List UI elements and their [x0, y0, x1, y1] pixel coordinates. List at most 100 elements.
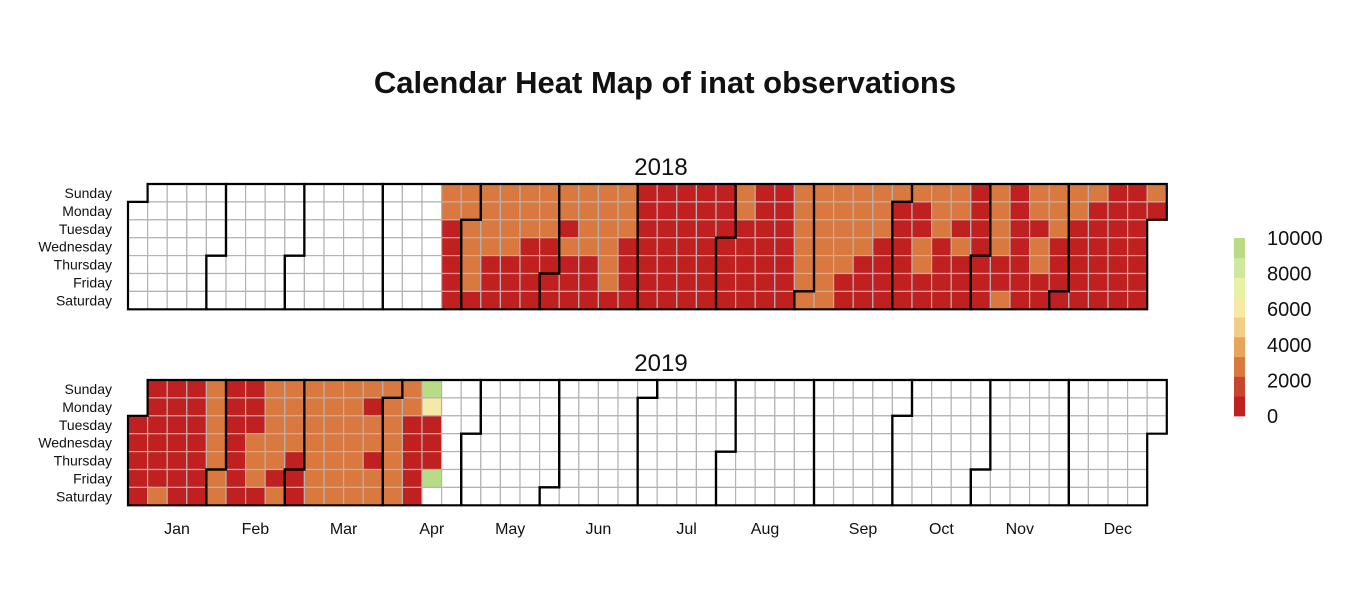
day-cell: [852, 397, 874, 417]
day-cell: [499, 255, 521, 275]
day-cell: [205, 255, 227, 275]
day-cell: [127, 237, 149, 257]
day-cell: [813, 415, 835, 435]
day-cell: [636, 451, 658, 471]
day-cell: [323, 183, 345, 203]
day-cell: [460, 433, 482, 453]
day-cell: [1009, 468, 1031, 488]
day-cell: [1126, 451, 1148, 471]
day-cell: [970, 415, 991, 435]
day-cell: [891, 397, 913, 417]
day-cell: [264, 397, 286, 417]
day-cell: [147, 451, 168, 471]
day-cell: [264, 379, 286, 399]
day-cell: [519, 379, 541, 399]
day-cell: [950, 433, 972, 453]
day-cell: [852, 183, 874, 203]
day-cell: [421, 201, 443, 221]
day-cell: [1126, 201, 1148, 221]
day-cell: [284, 433, 305, 453]
day-cell: [813, 219, 835, 239]
day-cell: [362, 486, 384, 506]
day-cell: [578, 468, 599, 488]
day-cell: [1009, 397, 1031, 417]
day-cell: [774, 290, 795, 310]
day-cell: [499, 272, 521, 292]
day-cell: [813, 272, 835, 292]
day-cell: [754, 219, 776, 239]
day-cell: [578, 255, 599, 275]
day-cell: [499, 415, 521, 435]
day-cell: [695, 201, 717, 221]
day-cell: [989, 415, 1011, 435]
day-cell: [676, 255, 697, 275]
day-cell: [950, 415, 972, 435]
day-cell: [911, 201, 933, 221]
weekday-label-tuesday: Tuesday: [59, 221, 112, 237]
day-cell: [676, 237, 697, 257]
day-cell: [538, 290, 560, 310]
day-cell: [989, 397, 1011, 417]
day-cell: [1009, 451, 1031, 471]
day-cell: [989, 237, 1011, 257]
day-cell: [303, 201, 325, 221]
day-cell: [480, 415, 501, 435]
day-cell: [715, 397, 737, 417]
day-cell: [499, 290, 521, 310]
day-cell: [813, 468, 835, 488]
day-cell: [1126, 468, 1148, 488]
day-cell: [166, 255, 188, 275]
day-cell: [362, 201, 384, 221]
day-cell: [323, 255, 345, 275]
day-cell: [597, 201, 619, 221]
day-cell: [774, 183, 795, 203]
legend-tick-label: 8000: [1267, 264, 1312, 286]
day-cell: [1126, 183, 1148, 203]
day-cell: [1107, 397, 1129, 417]
day-cell: [656, 451, 678, 471]
day-cell: [1126, 415, 1148, 435]
day-cell: [401, 219, 423, 239]
day-cell: [127, 290, 149, 310]
day-cell: [1087, 433, 1109, 453]
day-cell: [676, 183, 697, 203]
day-cell: [401, 237, 423, 257]
day-cell: [499, 237, 521, 257]
day-cell: [186, 468, 208, 488]
day-cell: [852, 451, 874, 471]
day-cell: [911, 183, 933, 203]
day-cell: [754, 272, 776, 292]
day-cell: [264, 201, 286, 221]
day-cell: [1009, 219, 1031, 239]
day-cell: [362, 272, 384, 292]
day-cell: [578, 451, 599, 471]
day-cell: [323, 415, 345, 435]
day-cell: [323, 397, 345, 417]
day-cell: [401, 397, 423, 417]
day-cell: [970, 397, 991, 417]
day-cell: [636, 183, 658, 203]
day-cell: [186, 237, 208, 257]
day-cell: [519, 219, 541, 239]
day-cell: [1028, 183, 1050, 203]
day-cell: [1028, 290, 1050, 310]
day-cell: [715, 237, 737, 257]
day-cell: [147, 290, 168, 310]
day-cell: [245, 451, 266, 471]
day-cell: [538, 379, 560, 399]
day-cell: [930, 486, 952, 506]
day-cell: [558, 397, 580, 417]
day-cell: [421, 468, 443, 488]
day-cell: [793, 219, 815, 239]
day-cell: [303, 468, 325, 488]
day-cell: [754, 237, 776, 257]
weekday-label-friday: Friday: [73, 470, 112, 486]
day-cell: [1009, 255, 1031, 275]
day-cell: [754, 433, 776, 453]
day-cell: [538, 468, 560, 488]
day-cell: [401, 255, 423, 275]
day-cell: [852, 201, 874, 221]
day-cell: [950, 237, 972, 257]
legend-swatch: [1234, 317, 1245, 338]
day-cell: [1028, 468, 1050, 488]
